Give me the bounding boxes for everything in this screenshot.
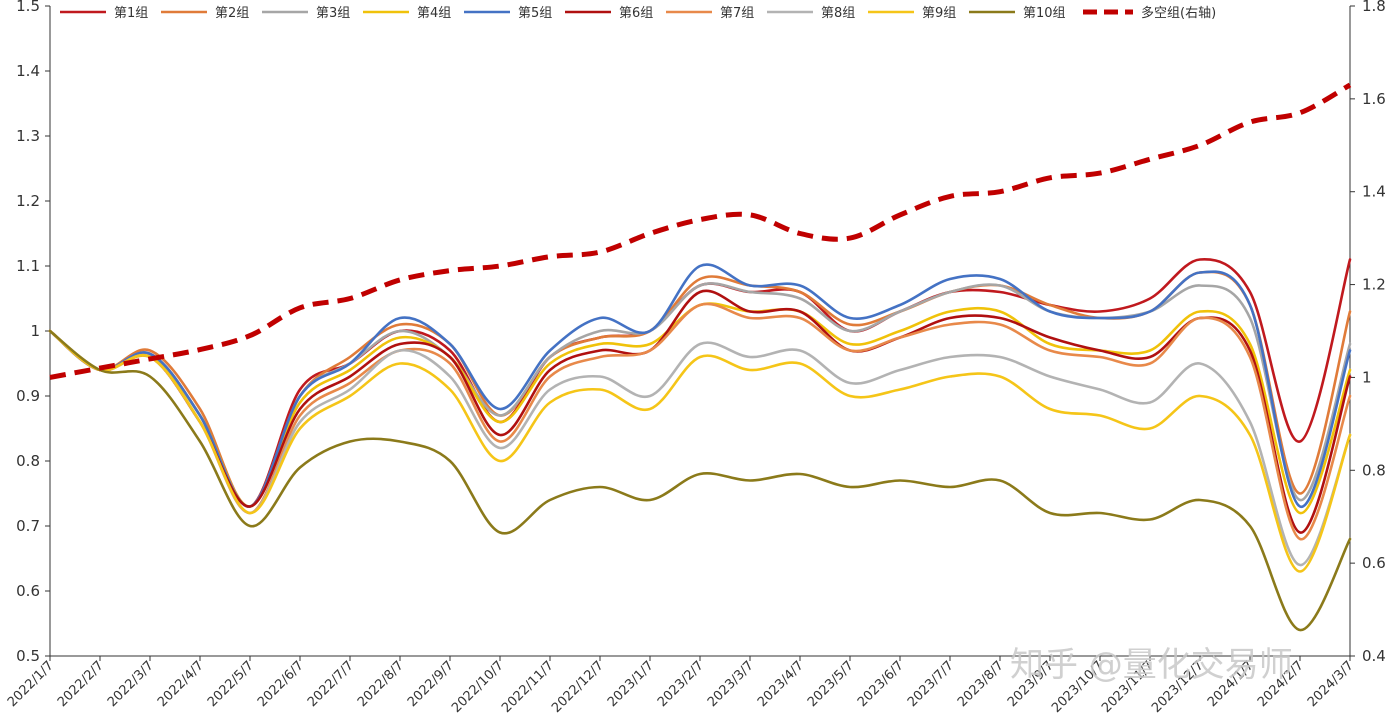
x-tick-label: 2023/5/7 (805, 658, 857, 710)
series-line-8 (48, 329, 1352, 567)
legend-label: 第5组 (518, 6, 552, 21)
x-tick-label: 2022/6/7 (255, 658, 307, 710)
legend-label: 第4组 (417, 6, 451, 21)
legend-label: 第2组 (215, 6, 249, 21)
axes-layer: 0.5 0.6 0.7 0.8 0.9 1 1.1 1.2 1.3 1.4 1.5 0.4 0.6 0.8… (5, 0, 1386, 716)
x-tick-label: 2022/3/7 (105, 658, 157, 710)
legend-label: 第9组 (922, 6, 956, 21)
y-tick-label-left: 0.6 (16, 582, 40, 600)
legend-label: 第3组 (316, 6, 350, 21)
y-tick-label-left: 1.3 (16, 127, 40, 145)
x-tick-label: 2022/10/7 (449, 658, 507, 716)
y-tick-label-right: 0.6 (1362, 554, 1386, 572)
legend-item-9: 第9组 (868, 6, 956, 21)
legend-item-4: 第4组 (363, 6, 451, 21)
y-tick-label-left: 1 (30, 322, 40, 340)
legend-item-5: 第5组 (464, 6, 552, 21)
series-line-1 (48, 258, 1352, 508)
legend-label: 第7组 (720, 6, 754, 21)
y-tick-label-left: 1.2 (16, 192, 40, 210)
y-tick-label-right: 1.6 (1362, 90, 1386, 108)
x-tick-label: 2022/8/7 (355, 658, 407, 710)
series-layer (48, 82, 1352, 632)
legend-label: 多空组(右轴) (1141, 5, 1216, 21)
y-tick-label-left: 0.5 (16, 647, 40, 665)
legend-item-6: 第6组 (565, 6, 653, 21)
y-tick-label-left: 1.4 (16, 62, 40, 80)
x-tick-label: 2023/4/7 (755, 658, 807, 710)
x-tick-label: 2023/1/7 (605, 658, 657, 710)
x-tick-label: 2022/12/7 (549, 658, 607, 716)
legend-item-7: 第7组 (666, 6, 754, 21)
x-tick-label: 2022/11/7 (499, 658, 557, 716)
x-tick-label: 2022/7/7 (305, 658, 357, 710)
x-tick-label: 2023/6/7 (855, 658, 907, 710)
y-tick-label-left: 0.9 (16, 387, 40, 405)
legend-item-1: 第1组 (60, 6, 148, 21)
y-tick-label-right: 1.8 (1362, 0, 1386, 15)
legend-item-3: 第3组 (262, 6, 350, 21)
y-tick-label-right: 1 (1362, 368, 1372, 386)
series-line-9 (48, 329, 1352, 573)
y-tick-label-right: 1.4 (1362, 183, 1386, 201)
y-tick-label-left: 0.8 (16, 452, 40, 470)
y-tick-label-right: 0.4 (1362, 647, 1386, 665)
x-tick-label: 2022/9/7 (405, 658, 457, 710)
series-line-6 (48, 289, 1352, 534)
y-tick-label-right: 0.8 (1362, 461, 1386, 479)
x-tick-label: 2023/7/7 (905, 658, 957, 710)
x-tick-label: 2022/4/7 (155, 658, 207, 710)
x-tick-label: 2022/2/7 (55, 658, 107, 710)
watermark-text: 知乎 @量化交易师 (1010, 645, 1293, 685)
x-tick-label: 2022/5/7 (205, 658, 257, 710)
series-line-11 (49, 82, 1352, 380)
legend: 第1组 第2组 第3组 第4组 第5组 第6组 第7组 第8组 第9组 第10组 多空组(右轴) (60, 5, 1216, 21)
legend-label: 第1组 (114, 6, 148, 21)
y-tick-label-left: 0.7 (16, 517, 40, 535)
x-tick-label: 2023/3/7 (705, 658, 757, 710)
series-line-10 (48, 329, 1352, 632)
series-line-5 (48, 263, 1352, 508)
x-tick-label: 2023/2/7 (655, 658, 707, 710)
legend-item-10: 第10组 (969, 6, 1066, 21)
y-tick-label-left: 1.1 (16, 257, 40, 275)
legend-label: 第10组 (1023, 6, 1066, 21)
x-tick-label: 2023/8/7 (955, 658, 1007, 710)
x-tick-label: 2022/1/7 (5, 658, 57, 710)
legend-item-8: 第8组 (767, 6, 855, 21)
legend-label: 第8组 (821, 6, 855, 21)
x-tick-label: 2024/3/7 (1305, 658, 1357, 710)
legend-label: 第6组 (619, 6, 653, 21)
y-tick-label-left: 1.5 (16, 0, 40, 15)
legend-item-2: 第2组 (161, 6, 249, 21)
legend-item-11: 多空组(右轴) (1083, 5, 1216, 21)
y-tick-label-right: 1.2 (1362, 276, 1386, 294)
